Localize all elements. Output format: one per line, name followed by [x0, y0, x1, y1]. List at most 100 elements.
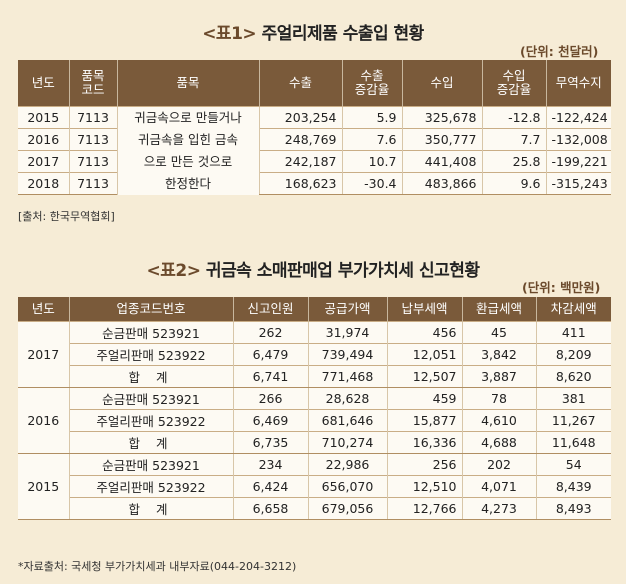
- table-row: 주얼리판매 523922 6,479 739,494 12,051 3,842 …: [18, 342, 611, 365]
- table2-refund: 4,610: [461, 408, 536, 431]
- table2-header-reporters: 신고인원: [232, 297, 309, 321]
- table1-unit: (단위: 천달러): [520, 44, 599, 59]
- table2-net: 54: [535, 452, 611, 475]
- table1-export-rate: 10.7: [341, 149, 402, 173]
- table2-reporters: 6,479: [232, 342, 308, 365]
- table2-year: 2017: [18, 320, 69, 388]
- table2-paid: 459: [386, 386, 462, 409]
- table1-title-prefix: <표1>: [202, 24, 257, 44]
- table2-refund: 4,071: [461, 474, 536, 497]
- table1-import: 483,866: [401, 171, 482, 196]
- table2-refund: 78: [461, 386, 536, 409]
- table2-refund: 45: [461, 320, 536, 343]
- table1-header-export: 수출: [258, 60, 343, 106]
- table1-header-code: 품목 코드: [68, 60, 118, 106]
- table1-import-rate: 9.6: [481, 171, 546, 196]
- table1-import-rate: 7.7: [481, 127, 546, 151]
- table2-net: 8,493: [535, 496, 611, 520]
- table2-supply: 710,274: [307, 430, 387, 454]
- table2-supply: 22,986: [307, 452, 387, 475]
- table1-import-rate: 25.8: [481, 149, 546, 173]
- table1-export-rate: -30.4: [341, 171, 402, 196]
- table1-year: 2016: [18, 127, 69, 151]
- table2-paid: 12,766: [386, 496, 462, 520]
- table1-source: [출처: 한국무역협회]: [18, 210, 115, 223]
- table2-type: 합 계: [68, 430, 233, 454]
- table2-reporters: 262: [232, 320, 308, 343]
- table-row: 2016 순금판매 523921 266 28,628 459 78 381: [18, 386, 611, 454]
- table1-code: 7113: [68, 127, 117, 151]
- table2-reporters: 234: [232, 452, 308, 475]
- table1-title: <표1> 주얼리제품 수출입 현황: [0, 19, 626, 44]
- table-row: 2017 7113 242,187 10.7 441,408 25.8 -199…: [18, 149, 611, 173]
- table2-type: 합 계: [68, 496, 233, 520]
- table2-refund: 4,273: [461, 496, 536, 520]
- table1-balance: -122,424: [545, 105, 611, 129]
- table2-paid: 456: [386, 320, 462, 343]
- table2-reporters: 6,735: [232, 430, 308, 454]
- table2-type: 주얼리판매 523922: [68, 474, 233, 497]
- table2-paid: 256: [386, 452, 462, 475]
- table2-header-row: 년도 업종코드번호 신고인원 공급가액 납부세액 환급세액 차감세액: [18, 297, 611, 321]
- table-row: 2018 7113 168,623 -30.4 483,866 9.6 -315…: [18, 171, 611, 196]
- table2-reporters: 6,424: [232, 474, 308, 497]
- table1-code: 7113: [68, 149, 117, 173]
- table2-paid: 12,051: [386, 342, 462, 365]
- table1-header-year: 년도: [18, 60, 70, 106]
- table1-header-row: 년도 품목 코드 품목 수출 수출 증감율 수입 수입 증감율 무역수지: [18, 60, 611, 106]
- table2-paid: 16,336: [386, 430, 462, 454]
- table2-title-prefix: <표2>: [146, 261, 201, 281]
- table2-net: 8,439: [535, 474, 611, 497]
- table2-paid: 15,877: [386, 408, 462, 431]
- table2-supply: 771,468: [307, 364, 387, 388]
- table1-year: 2015: [18, 105, 69, 129]
- table-row: 2015 7113 귀금속으로 만들거나 귀금속을 입힌 금속 으로 만든 것으…: [18, 105, 611, 195]
- table2-reporters: 6,741: [232, 364, 308, 388]
- table2-header-type: 업종코드번호: [68, 297, 234, 321]
- table1-balance: -315,243: [545, 171, 611, 196]
- table2-net: 381: [535, 386, 611, 409]
- table2-net: 11,267: [535, 408, 611, 431]
- table2-refund: 3,842: [461, 342, 536, 365]
- table2-net: 11,648: [535, 430, 611, 454]
- table2-type: 순금판매 523921: [68, 452, 233, 475]
- table1-export-rate: 7.6: [341, 127, 402, 151]
- table2-supply: 656,070: [307, 474, 387, 497]
- table1-import: 350,777: [401, 127, 482, 151]
- table1-header-item: 품목: [116, 60, 260, 106]
- table1-header-balance: 무역수지: [545, 60, 611, 106]
- table-row: 2016 7113 248,769 7.6 350,777 7.7 -132,0…: [18, 127, 611, 151]
- table1: 년도 품목 코드 품목 수출 수출 증감율 수입 수입 증감율 무역수지 201…: [18, 60, 611, 196]
- table2-net: 8,209: [535, 342, 611, 365]
- table2-paid: 12,510: [386, 474, 462, 497]
- table2-title-text: 귀금속 소매판매업 부가가치세 신고현황: [200, 261, 480, 281]
- table2-supply: 681,646: [307, 408, 387, 431]
- table1-export: 248,769: [258, 127, 342, 151]
- table2-supply: 28,628: [307, 386, 387, 409]
- table2-supply: 31,974: [307, 320, 387, 343]
- table1-export-rate: 5.9: [341, 105, 402, 129]
- table1-balance: -132,008: [545, 127, 611, 151]
- table2-supply: 679,056: [307, 496, 387, 520]
- table2-reporters: 266: [232, 386, 308, 409]
- table-row: 합 계 6,735 710,274 16,336 4,688 11,648: [18, 430, 611, 454]
- table1-export: 203,254: [258, 105, 342, 129]
- table2-source: *자료출처: 국세청 부가가치세과 내부자료(044-204-3212): [18, 560, 297, 573]
- table2-type: 합 계: [68, 364, 233, 388]
- table2-header-year: 년도: [18, 297, 70, 321]
- table1-header-import: 수입: [401, 60, 483, 106]
- table1-code: 7113: [68, 171, 117, 196]
- table1-title-text: 주얼리제품 수출입 현황: [256, 24, 425, 44]
- table1-year: 2018: [18, 171, 69, 196]
- table1-year: 2017: [18, 149, 69, 173]
- table2-paid: 12,507: [386, 364, 462, 388]
- table1-balance: -199,221: [545, 149, 611, 173]
- table2-unit: (단위: 백만원): [522, 280, 601, 295]
- table2-header-net: 차감세액: [535, 297, 611, 321]
- table-row: 주얼리판매 523922 6,469 681,646 15,877 4,610 …: [18, 408, 611, 431]
- table2-refund: 202: [461, 452, 536, 475]
- table1-header-import-rate: 수입 증감율: [481, 60, 547, 106]
- table2-title: <표2> 귀금속 소매판매업 부가가치세 신고현황: [0, 256, 626, 281]
- table2-header-refund: 환급세액: [461, 297, 537, 321]
